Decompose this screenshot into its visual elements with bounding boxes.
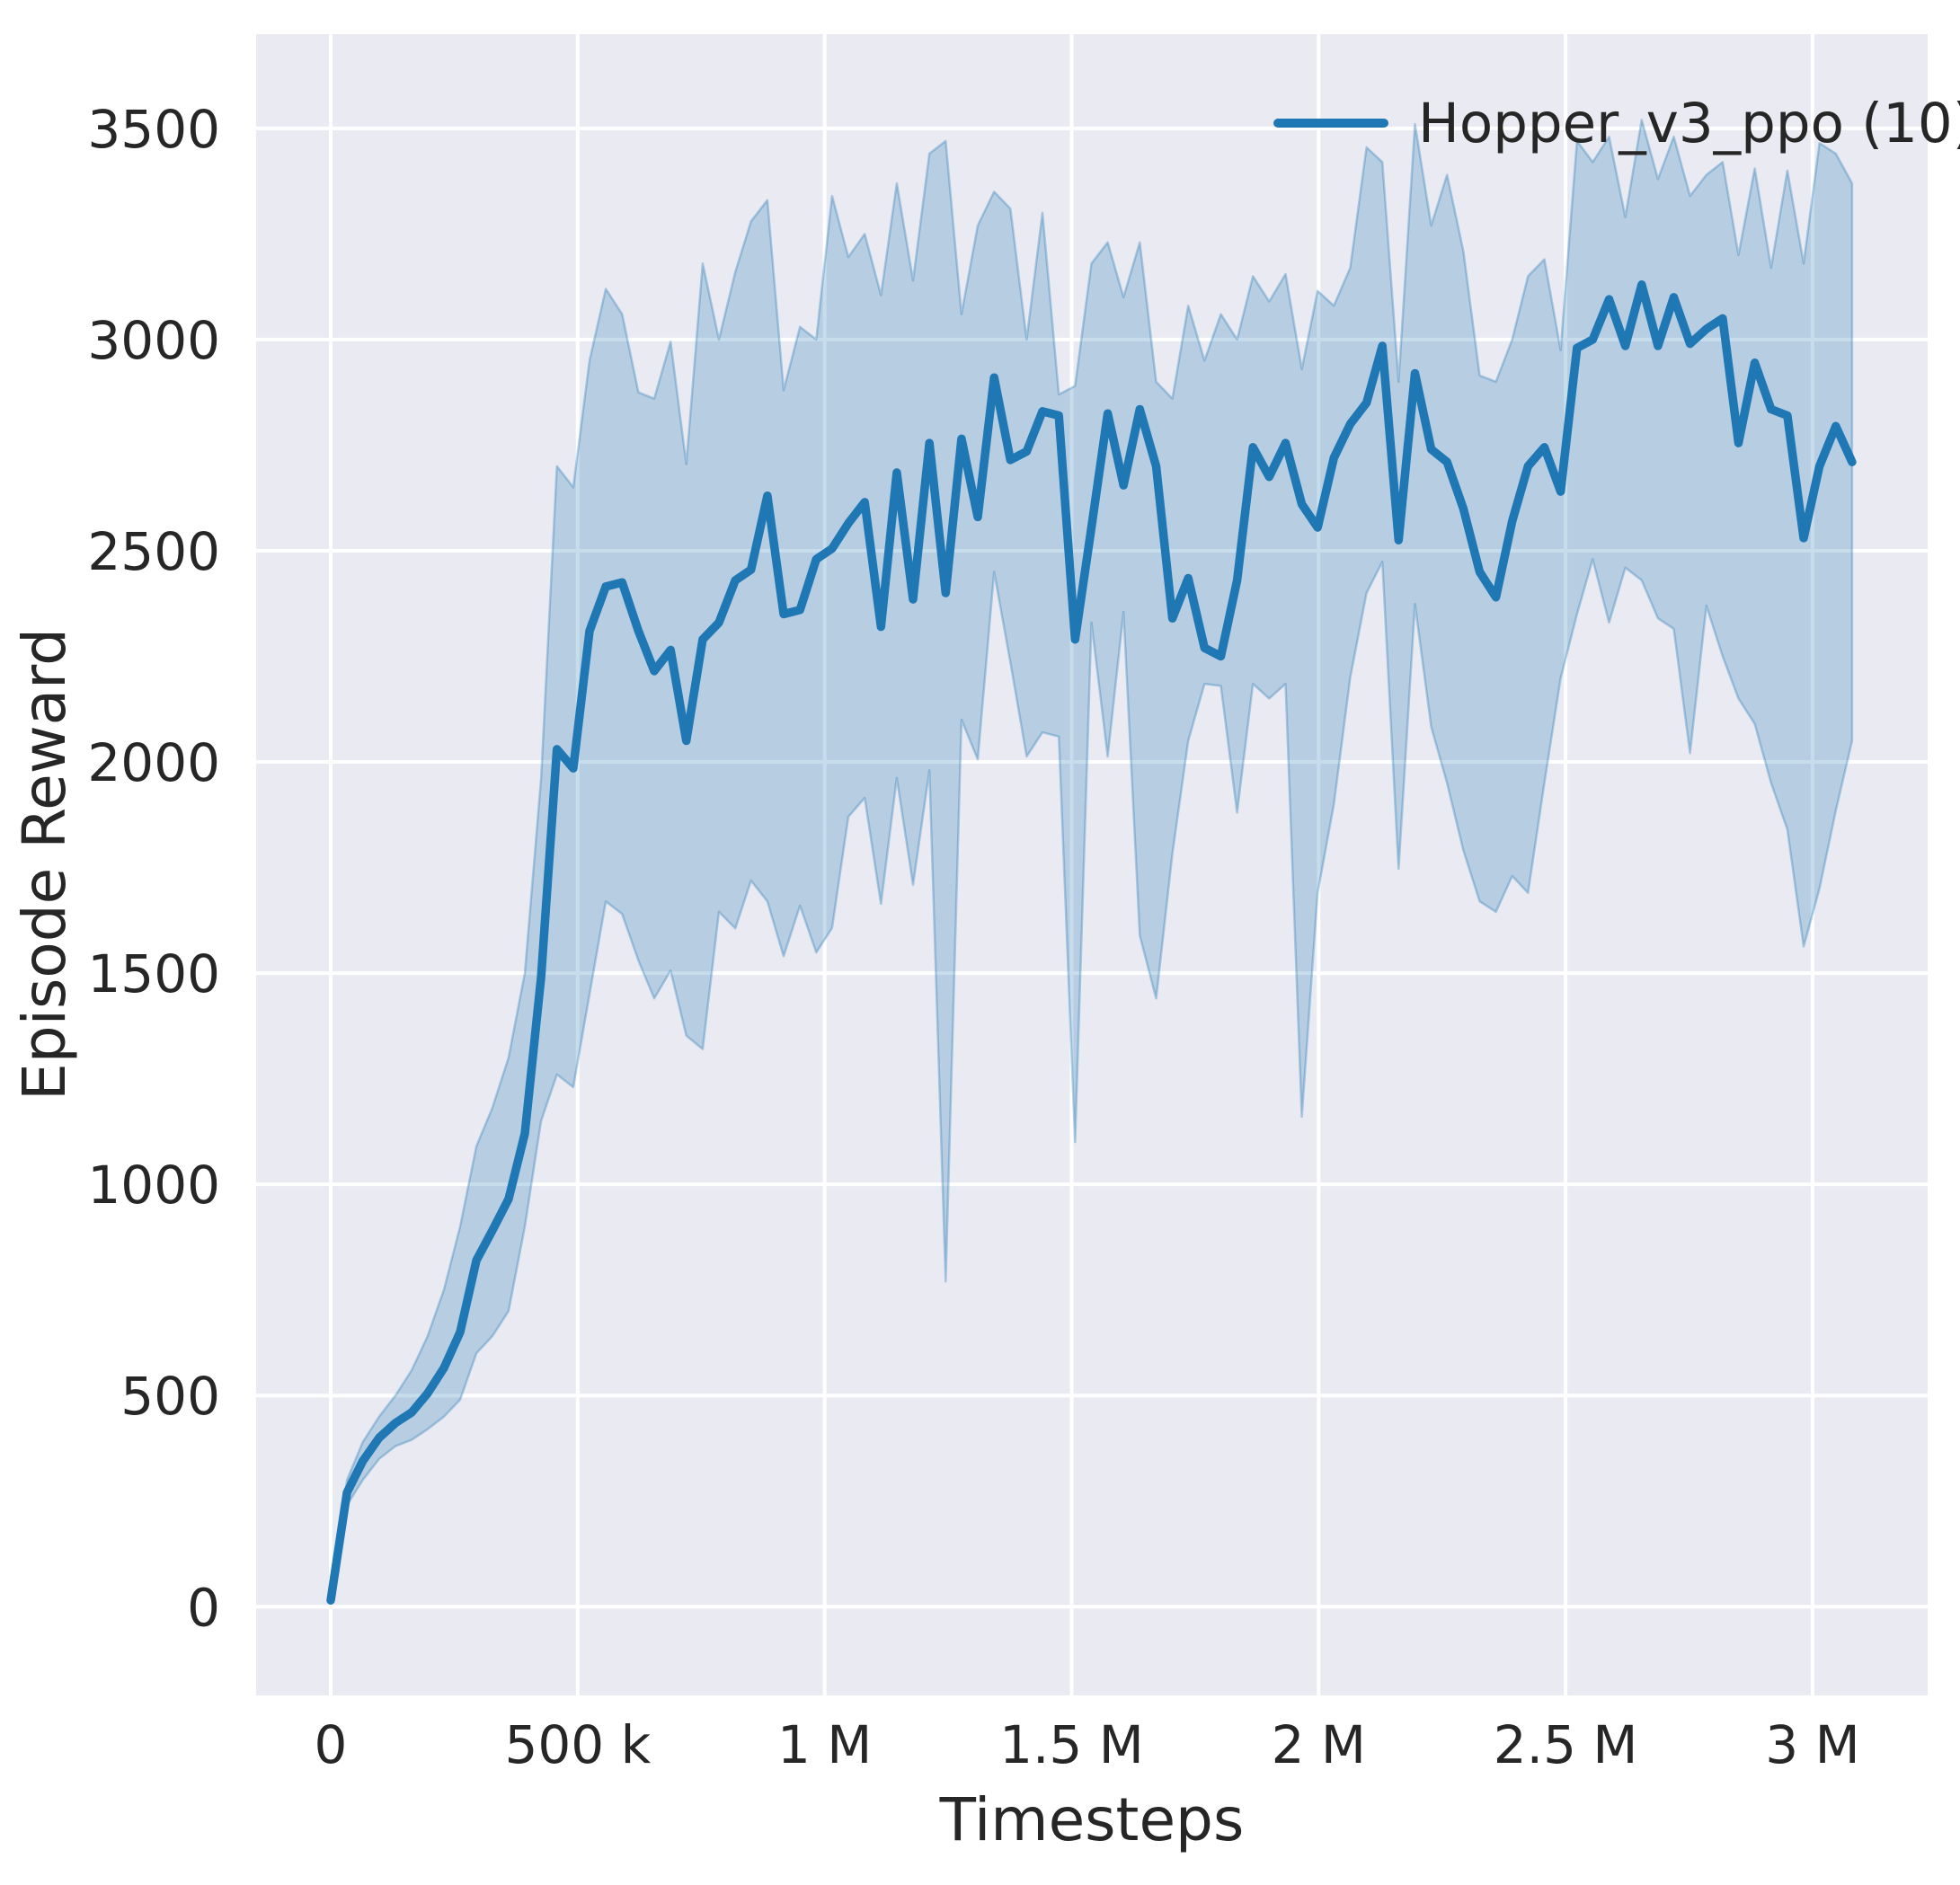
y-axis-label: Episode Reward xyxy=(10,628,79,1101)
confidence-band xyxy=(329,119,1854,1605)
y-tick-label: 2000 xyxy=(87,732,220,793)
legend-label: Hopper_v3_ppo (10) xyxy=(1418,92,1960,155)
x-tick-label: 0 xyxy=(315,1714,348,1775)
x-tick-label: 500 k xyxy=(504,1714,651,1775)
y-tick-label: 1000 xyxy=(87,1155,220,1216)
y-tick-label: 500 xyxy=(120,1366,220,1427)
y-tick-label: 1500 xyxy=(87,943,220,1004)
x-tick-label: 2.5 M xyxy=(1494,1714,1638,1775)
y-tick-label: 3000 xyxy=(87,310,220,371)
tick-labels: 0 500 k 1 M 1.5 M 2 M 2.5 M 3 M 0 500 1000 1500 200… xyxy=(87,99,1859,1775)
x-tick-label: 3 M xyxy=(1765,1714,1859,1775)
y-tick-label: 3500 xyxy=(87,99,220,160)
legend: Hopper_v3_ppo (10) xyxy=(1273,92,1960,155)
series-layer xyxy=(326,119,1857,1605)
gridlines xyxy=(256,34,1928,1695)
mean-reward-line xyxy=(326,280,1857,1605)
x-tick-label: 2 M xyxy=(1272,1714,1366,1775)
y-tick-label: 2500 xyxy=(87,521,220,582)
x-tick-label: 1.5 M xyxy=(999,1714,1144,1775)
x-tick-label: 1 M xyxy=(777,1714,872,1775)
y-tick-label: 0 xyxy=(187,1577,220,1638)
x-axis-label: Timesteps xyxy=(939,1785,1245,1854)
